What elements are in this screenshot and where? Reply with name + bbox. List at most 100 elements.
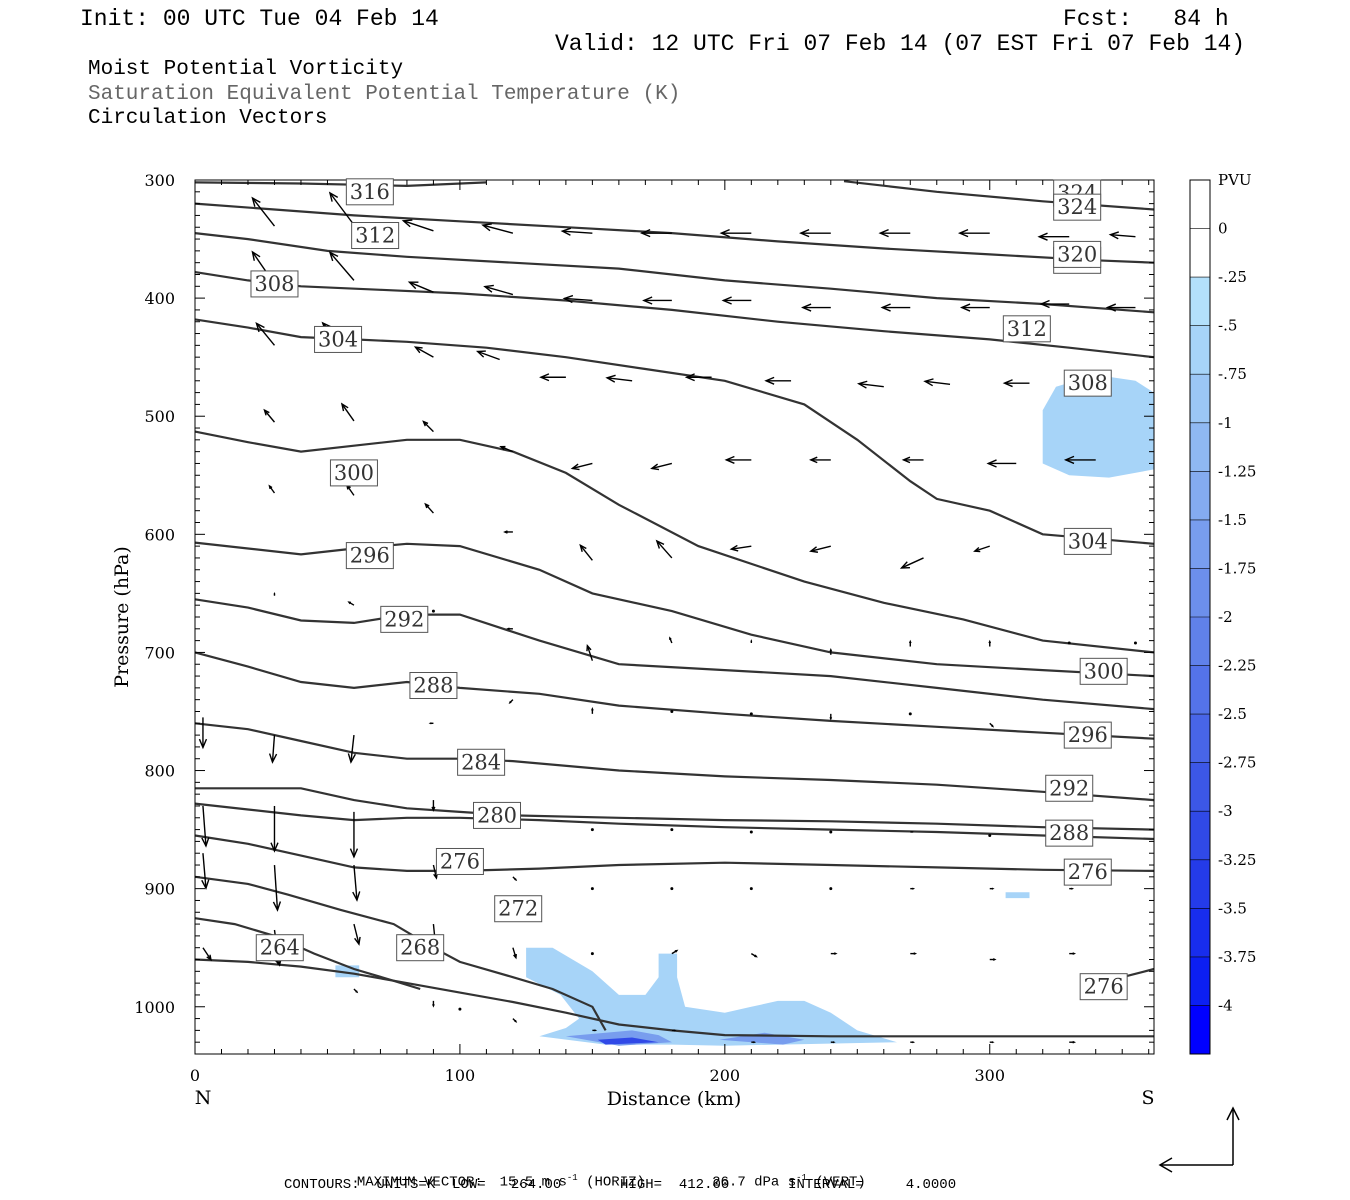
vector-10: [1037, 232, 1070, 241]
contour-label-right-3: 308: [1063, 369, 1112, 397]
svg-text:288: 288: [1049, 821, 1089, 845]
vector-120: [432, 1000, 435, 1008]
svg-text:300: 300: [1084, 659, 1124, 683]
vector-21: [959, 303, 990, 312]
vector-47: [268, 484, 276, 494]
contour-label-right-0: 324: [1053, 193, 1102, 221]
vector-76: [670, 709, 674, 713]
vector-59: [347, 601, 355, 606]
contour-label-right-1: 320: [1053, 240, 1102, 268]
vector-64: [750, 639, 753, 643]
vert-exponent: -1: [796, 1173, 807, 1183]
y-tick-label-300: 300: [144, 171, 175, 190]
vector-116: [989, 958, 997, 961]
colorbar-box-10: [1190, 665, 1210, 715]
theta-contour-316: [194, 232, 1155, 314]
vector-98: [512, 876, 518, 882]
vector-22: [1039, 299, 1070, 309]
theta-contour-276: [194, 834, 1155, 873]
vector-108: [353, 923, 361, 946]
x-tick-label-100: 100: [445, 1066, 476, 1085]
vector-45: [986, 459, 1017, 468]
contour-label-right-4: 304: [1063, 527, 1112, 555]
svg-text:296: 296: [1068, 723, 1108, 747]
contour-label-272: 272: [494, 895, 543, 923]
colorbar-box-7: [1190, 519, 1210, 569]
vector-19: [801, 303, 831, 312]
vector-89: [749, 830, 753, 834]
vector-99: [590, 887, 594, 891]
vector-105: [1069, 887, 1075, 890]
max-vector-label: MAXIMUM VECTOR:: [356, 1174, 483, 1191]
vector-121: [512, 1018, 518, 1023]
theta-contour-320: [194, 202, 1155, 264]
y-tick-label-700: 700: [144, 643, 175, 662]
colorbar-label-0: 0: [1218, 220, 1228, 238]
horiz-tag: (HORIZ): [586, 1174, 645, 1191]
colorbar-box-6: [1190, 471, 1210, 520]
colorbar-label-11: -2.75: [1218, 754, 1256, 772]
vector-62: [586, 643, 594, 661]
vector-72: [347, 735, 356, 764]
colorbar-label-8: -2: [1218, 608, 1233, 626]
vector-84: [349, 811, 359, 859]
vector-40: [570, 462, 593, 471]
vector-85: [431, 800, 436, 812]
vector-43: [809, 456, 831, 464]
contour-label-right-2: 312: [1002, 315, 1051, 343]
vector-44: [901, 456, 924, 464]
valid-time: Valid: 12 UTC Fri 07 Feb 14 (07 EST Fri …: [555, 31, 1246, 57]
y-axis-label: Pressure (hPa): [111, 546, 133, 688]
vector-129: [458, 1007, 462, 1011]
svg-text:316: 316: [350, 180, 390, 204]
vector-87: [590, 828, 594, 832]
contour-label-288: 288: [409, 672, 458, 700]
vector-73: [428, 722, 434, 725]
colorbar-label-10: -2.5: [1218, 705, 1247, 723]
svg-text:304: 304: [1068, 529, 1108, 553]
vector-61: [506, 627, 513, 631]
x-end-label-south: S: [1141, 1087, 1154, 1109]
colorbar-box-16: [1190, 956, 1210, 1006]
vector-128: [1069, 1040, 1077, 1044]
vector-78: [829, 713, 833, 721]
vector-31: [764, 376, 792, 385]
vector-7: [799, 228, 831, 238]
vector-68: [1067, 641, 1071, 645]
vector-123: [671, 1029, 677, 1032]
x-end-label-north: N: [195, 1087, 212, 1109]
vector-5: [640, 228, 672, 238]
vector-69: [1133, 641, 1137, 645]
svg-text:304: 304: [318, 327, 358, 351]
vector-8: [878, 228, 911, 238]
vector-83: [270, 805, 279, 853]
vector-30: [684, 373, 712, 382]
svg-text:276: 276: [440, 849, 480, 873]
vector-127: [989, 1041, 995, 1044]
field-circulation: Circulation Vectors: [88, 107, 328, 130]
colorbar-box-3: [1190, 325, 1210, 375]
vector-9: [957, 228, 990, 238]
svg-text:276: 276: [1068, 860, 1108, 884]
contour-label-280: 280: [473, 801, 522, 829]
vector-39: [499, 445, 514, 453]
vector-90: [829, 830, 833, 834]
vector-41: [650, 462, 673, 471]
vector-20: [880, 303, 911, 312]
colorbar-label-4: -1: [1218, 414, 1233, 432]
max-vert-value: 26.7 dPa s: [712, 1174, 797, 1191]
vector-82: [201, 805, 210, 848]
vector-13: [328, 251, 355, 281]
colorbar-box-13: [1190, 811, 1210, 860]
vector-27: [475, 350, 500, 361]
vector-126: [910, 1041, 916, 1044]
vector-114: [830, 952, 838, 955]
theta-contour-296: [194, 598, 1155, 711]
vector-117: [1069, 952, 1077, 955]
vector-14: [407, 281, 434, 293]
theta-contour-324: [194, 181, 487, 188]
axes: 300 400 500 600 700 800 900 1000 0 100 200 300 N S: [134, 171, 1154, 1109]
theta-contour-324: [843, 180, 1155, 211]
vector-65: [829, 647, 833, 655]
vector-103: [910, 887, 916, 890]
